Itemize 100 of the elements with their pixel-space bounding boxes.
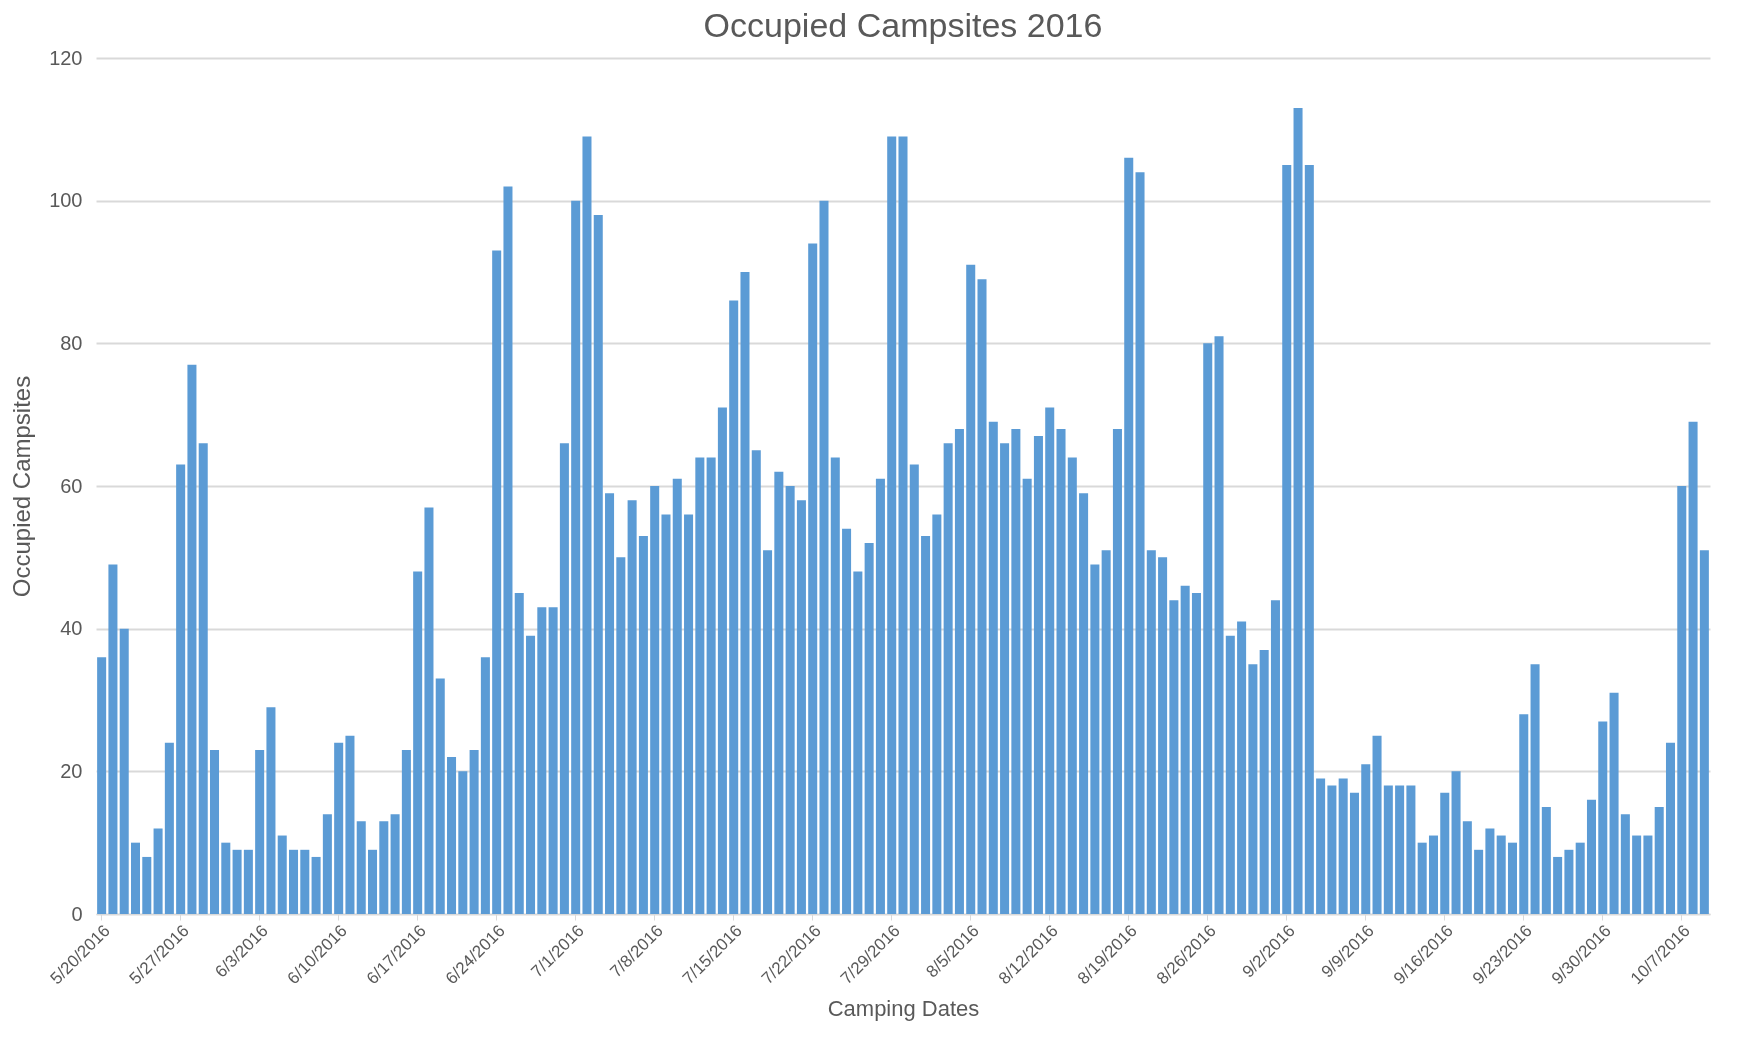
bar	[1338, 778, 1348, 914]
bar	[1541, 807, 1551, 914]
bar	[695, 457, 705, 914]
bar	[1620, 814, 1630, 914]
bar	[1349, 792, 1359, 914]
bar	[108, 564, 118, 914]
bar	[1191, 593, 1201, 914]
bar	[266, 707, 276, 914]
bar	[1022, 478, 1032, 914]
bar	[1304, 165, 1314, 914]
bar	[1090, 564, 1100, 914]
bar	[729, 300, 739, 914]
y-tick-label: 0	[71, 902, 83, 925]
bar	[469, 749, 479, 914]
bar	[1203, 343, 1213, 914]
bar	[1372, 735, 1382, 914]
bar	[1395, 785, 1405, 914]
bar	[661, 514, 671, 914]
bar	[1564, 849, 1574, 914]
bar	[1327, 785, 1337, 914]
bar	[153, 828, 163, 914]
bar	[1033, 436, 1043, 914]
bar	[1586, 799, 1596, 914]
bar	[1474, 849, 1484, 914]
bar	[198, 443, 208, 914]
bar	[796, 500, 806, 914]
bar	[334, 742, 344, 914]
bar	[368, 849, 378, 914]
bar	[322, 814, 332, 914]
bar	[763, 550, 773, 914]
bar	[966, 264, 976, 914]
x-axis-title: Camping Dates	[827, 996, 980, 1022]
bar	[1688, 421, 1698, 914]
bar	[1158, 557, 1168, 914]
bar	[119, 628, 129, 914]
bar	[808, 243, 818, 914]
bar	[932, 514, 942, 914]
bar	[1101, 550, 1111, 914]
bar	[447, 757, 457, 914]
bar	[616, 557, 626, 914]
bar	[717, 407, 727, 914]
bar	[875, 478, 885, 914]
bar	[1519, 714, 1529, 914]
bar	[921, 535, 931, 914]
bar	[1045, 407, 1055, 914]
bar	[537, 607, 547, 914]
y-tick-label: 100	[49, 189, 83, 212]
bar	[413, 571, 423, 914]
bar	[424, 507, 434, 914]
bar	[1259, 650, 1269, 914]
bar	[909, 464, 919, 914]
bar	[1632, 835, 1642, 914]
bar	[684, 514, 694, 914]
bar	[526, 635, 536, 914]
bar	[706, 457, 716, 914]
bar	[164, 742, 174, 914]
bar	[638, 535, 648, 914]
bar	[1496, 835, 1506, 914]
bar	[480, 657, 490, 914]
bar	[97, 657, 107, 914]
bar	[232, 849, 242, 914]
bar	[221, 842, 231, 914]
bar	[210, 749, 220, 914]
bar	[300, 849, 310, 914]
bar	[130, 842, 141, 914]
bar	[1428, 835, 1438, 914]
y-tick-label: 120	[49, 46, 83, 69]
bar	[988, 421, 998, 914]
bar	[627, 500, 637, 914]
bar	[1530, 664, 1540, 914]
bar	[751, 450, 761, 914]
bar	[390, 814, 400, 914]
bar	[1079, 493, 1089, 914]
bar	[1598, 721, 1608, 914]
bar	[1135, 172, 1145, 914]
y-tick-label: 80	[60, 331, 83, 354]
bar	[311, 856, 321, 914]
bar	[1316, 778, 1326, 914]
bar	[830, 457, 840, 914]
bar	[1237, 621, 1247, 914]
bar	[1214, 336, 1224, 914]
bar	[842, 528, 852, 914]
y-axis-title: Occupied Campsites	[8, 375, 36, 598]
bar	[401, 749, 411, 914]
bar	[864, 543, 874, 914]
bar	[1169, 600, 1179, 914]
bar	[1011, 428, 1021, 914]
bar	[1654, 807, 1664, 914]
bar	[1180, 585, 1190, 914]
bar	[1699, 550, 1709, 914]
bar	[977, 279, 987, 914]
bar	[740, 272, 750, 914]
bar	[277, 835, 287, 914]
bar	[187, 364, 197, 914]
bar	[1485, 828, 1495, 914]
bar	[774, 471, 784, 914]
bar	[1124, 157, 1134, 914]
bar	[853, 571, 863, 914]
bar	[571, 200, 581, 914]
bar	[1225, 635, 1235, 914]
